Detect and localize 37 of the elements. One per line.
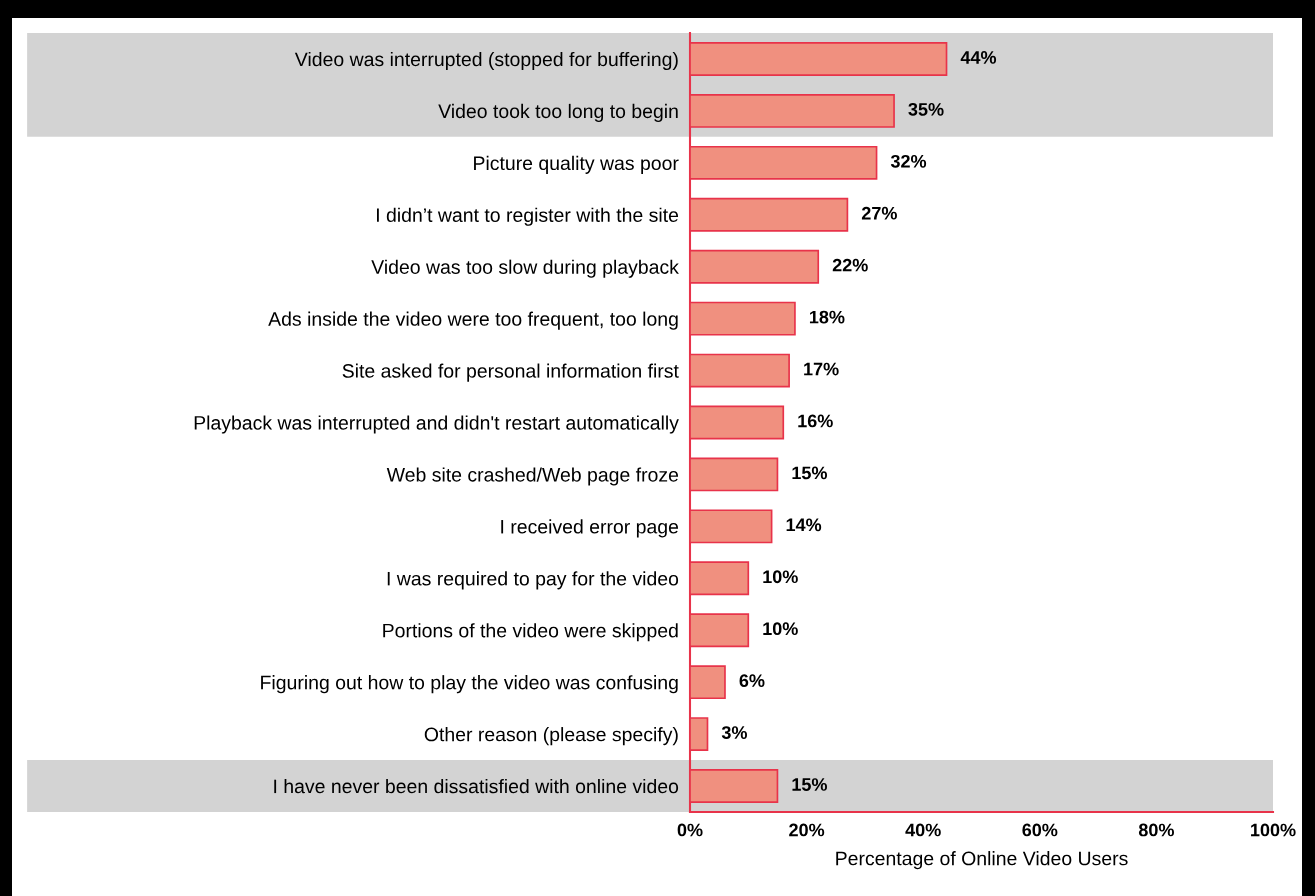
- data-label: 15%: [792, 778, 827, 791]
- x-tick-label: 0%: [677, 823, 703, 837]
- y-tick-label: Picture quality was poor: [474, 155, 679, 174]
- y-tick-label: I was required to pay for the video: [387, 571, 679, 590]
- x-tick-label: 100%: [1251, 823, 1296, 837]
- data-label: 27%: [861, 206, 897, 220]
- data-label: 16%: [798, 414, 833, 428]
- data-label: 10%: [763, 570, 798, 584]
- x-axis-title: Percentage of Online Video Users: [836, 851, 1128, 870]
- data-label: 10%: [763, 622, 798, 636]
- y-tick-label: Web site crashed/Web page froze: [386, 467, 679, 486]
- y-tick-label: Other reason (please specify): [424, 727, 678, 746]
- y-tick-label: Portions of the video were skipped: [383, 623, 678, 642]
- y-tick-label: Video was interrupted (stopped for buffering): [294, 51, 678, 71]
- x-tick-label: 40%: [905, 823, 941, 837]
- y-tick-label: Video took too long to begin: [438, 103, 678, 122]
- x-tick-label: 20%: [789, 823, 825, 837]
- data-label: 44%: [960, 51, 997, 64]
- y-tick-label: I didn’t want to register with the site: [377, 207, 679, 226]
- data-label: 22%: [832, 258, 868, 272]
- data-label: 32%: [890, 154, 927, 168]
- y-tick-label: I have never been dissatisfied with online video: [274, 778, 679, 794]
- y-tick-label: Playback was interrupted and didn't restart automatically: [194, 415, 679, 434]
- data-label: 35%: [908, 102, 944, 116]
- y-tick-label: I received error page: [501, 519, 679, 538]
- x-tick-label: 60%: [1022, 823, 1058, 837]
- data-label: 15%: [792, 466, 827, 480]
- x-tick-label: 80%: [1138, 823, 1174, 837]
- data-label: 6%: [739, 674, 765, 688]
- data-label: 14%: [786, 518, 822, 532]
- data-label: 3%: [721, 726, 747, 739]
- y-tick-label: Figuring out how to play the video was confusing: [261, 675, 678, 694]
- y-tick-label: Video was too slow during playback: [371, 259, 679, 278]
- data-label: 17%: [804, 362, 839, 376]
- y-tick-label: Site asked for personal information first: [342, 363, 679, 382]
- y-tick-label: Ads inside the video were too frequent, too long: [268, 311, 678, 330]
- data-label: 18%: [809, 310, 845, 324]
